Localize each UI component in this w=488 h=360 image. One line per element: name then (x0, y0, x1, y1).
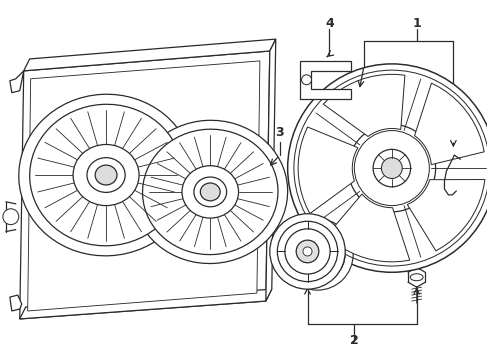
Ellipse shape (194, 177, 226, 207)
Ellipse shape (30, 104, 182, 246)
Ellipse shape (133, 120, 287, 264)
Circle shape (281, 219, 352, 290)
Polygon shape (28, 61, 259, 311)
Circle shape (347, 124, 435, 212)
Ellipse shape (200, 183, 220, 201)
Ellipse shape (87, 158, 125, 192)
Text: 2: 2 (349, 334, 358, 347)
Polygon shape (24, 39, 275, 71)
Polygon shape (10, 71, 24, 93)
Ellipse shape (95, 165, 117, 185)
Polygon shape (20, 51, 269, 319)
Circle shape (312, 249, 322, 260)
Circle shape (354, 131, 428, 206)
Circle shape (269, 214, 345, 289)
Circle shape (277, 221, 337, 282)
Ellipse shape (182, 166, 238, 218)
Text: 3: 3 (275, 126, 284, 139)
Circle shape (297, 235, 337, 274)
Circle shape (287, 64, 488, 272)
Polygon shape (323, 75, 404, 136)
Ellipse shape (409, 274, 422, 281)
Circle shape (372, 149, 410, 187)
Ellipse shape (73, 144, 139, 206)
Polygon shape (20, 289, 271, 319)
Polygon shape (265, 39, 275, 301)
Circle shape (301, 75, 311, 85)
Circle shape (306, 243, 327, 265)
Circle shape (3, 209, 19, 225)
Circle shape (296, 240, 318, 263)
Ellipse shape (19, 94, 193, 256)
Circle shape (289, 227, 345, 282)
Text: 1: 1 (411, 17, 420, 30)
Polygon shape (326, 194, 409, 262)
Polygon shape (414, 83, 483, 165)
Polygon shape (10, 295, 21, 311)
Circle shape (303, 247, 311, 256)
Circle shape (381, 158, 402, 179)
Text: 4: 4 (325, 17, 333, 30)
Ellipse shape (142, 129, 277, 255)
Circle shape (285, 229, 329, 274)
Polygon shape (299, 61, 350, 99)
Polygon shape (407, 180, 484, 251)
Polygon shape (298, 127, 357, 213)
